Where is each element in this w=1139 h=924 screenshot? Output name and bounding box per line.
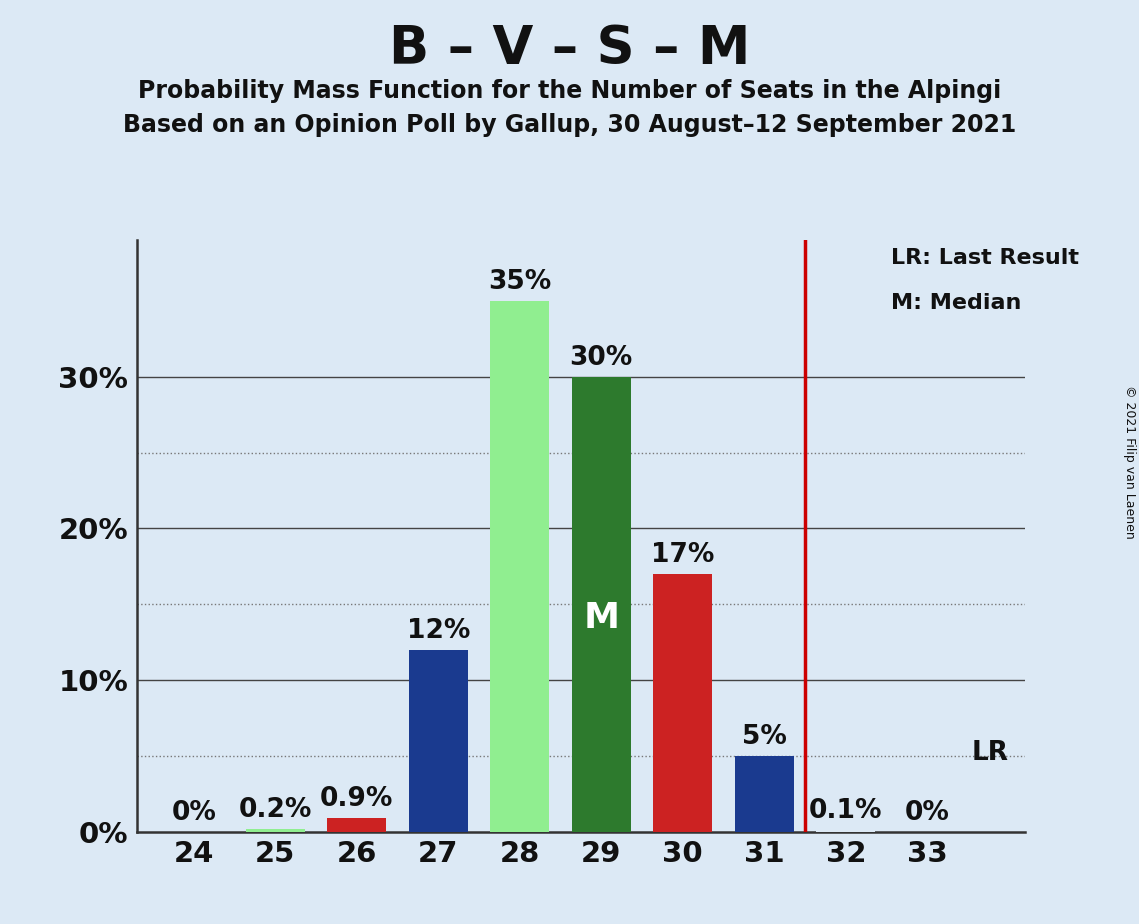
Bar: [654, 574, 712, 832]
Text: 35%: 35%: [489, 269, 551, 295]
Bar: [817, 830, 875, 832]
Bar: [246, 829, 304, 832]
Text: 12%: 12%: [407, 617, 470, 644]
Text: © 2021 Filip van Laenen: © 2021 Filip van Laenen: [1123, 385, 1137, 539]
Text: Probability Mass Function for the Number of Seats in the Alpingi: Probability Mass Function for the Number…: [138, 79, 1001, 103]
Text: M: Median: M: Median: [891, 293, 1021, 313]
Bar: [572, 377, 631, 832]
Text: LR: LR: [972, 740, 1009, 766]
Text: 0.9%: 0.9%: [320, 786, 393, 812]
Text: 0.1%: 0.1%: [809, 798, 883, 824]
Text: M: M: [583, 601, 620, 635]
Text: LR: Last Result: LR: Last Result: [891, 248, 1079, 268]
Text: Based on an Opinion Poll by Gallup, 30 August–12 September 2021: Based on an Opinion Poll by Gallup, 30 A…: [123, 113, 1016, 137]
Text: 30%: 30%: [570, 345, 633, 371]
Bar: [491, 301, 549, 832]
Text: 0%: 0%: [171, 799, 216, 825]
Text: 17%: 17%: [652, 541, 714, 567]
Bar: [409, 650, 468, 832]
Bar: [735, 756, 794, 832]
Bar: [327, 818, 386, 832]
Text: 5%: 5%: [741, 723, 787, 749]
Text: 0%: 0%: [904, 799, 950, 825]
Text: B – V – S – M: B – V – S – M: [388, 23, 751, 75]
Text: 0.2%: 0.2%: [238, 796, 312, 822]
